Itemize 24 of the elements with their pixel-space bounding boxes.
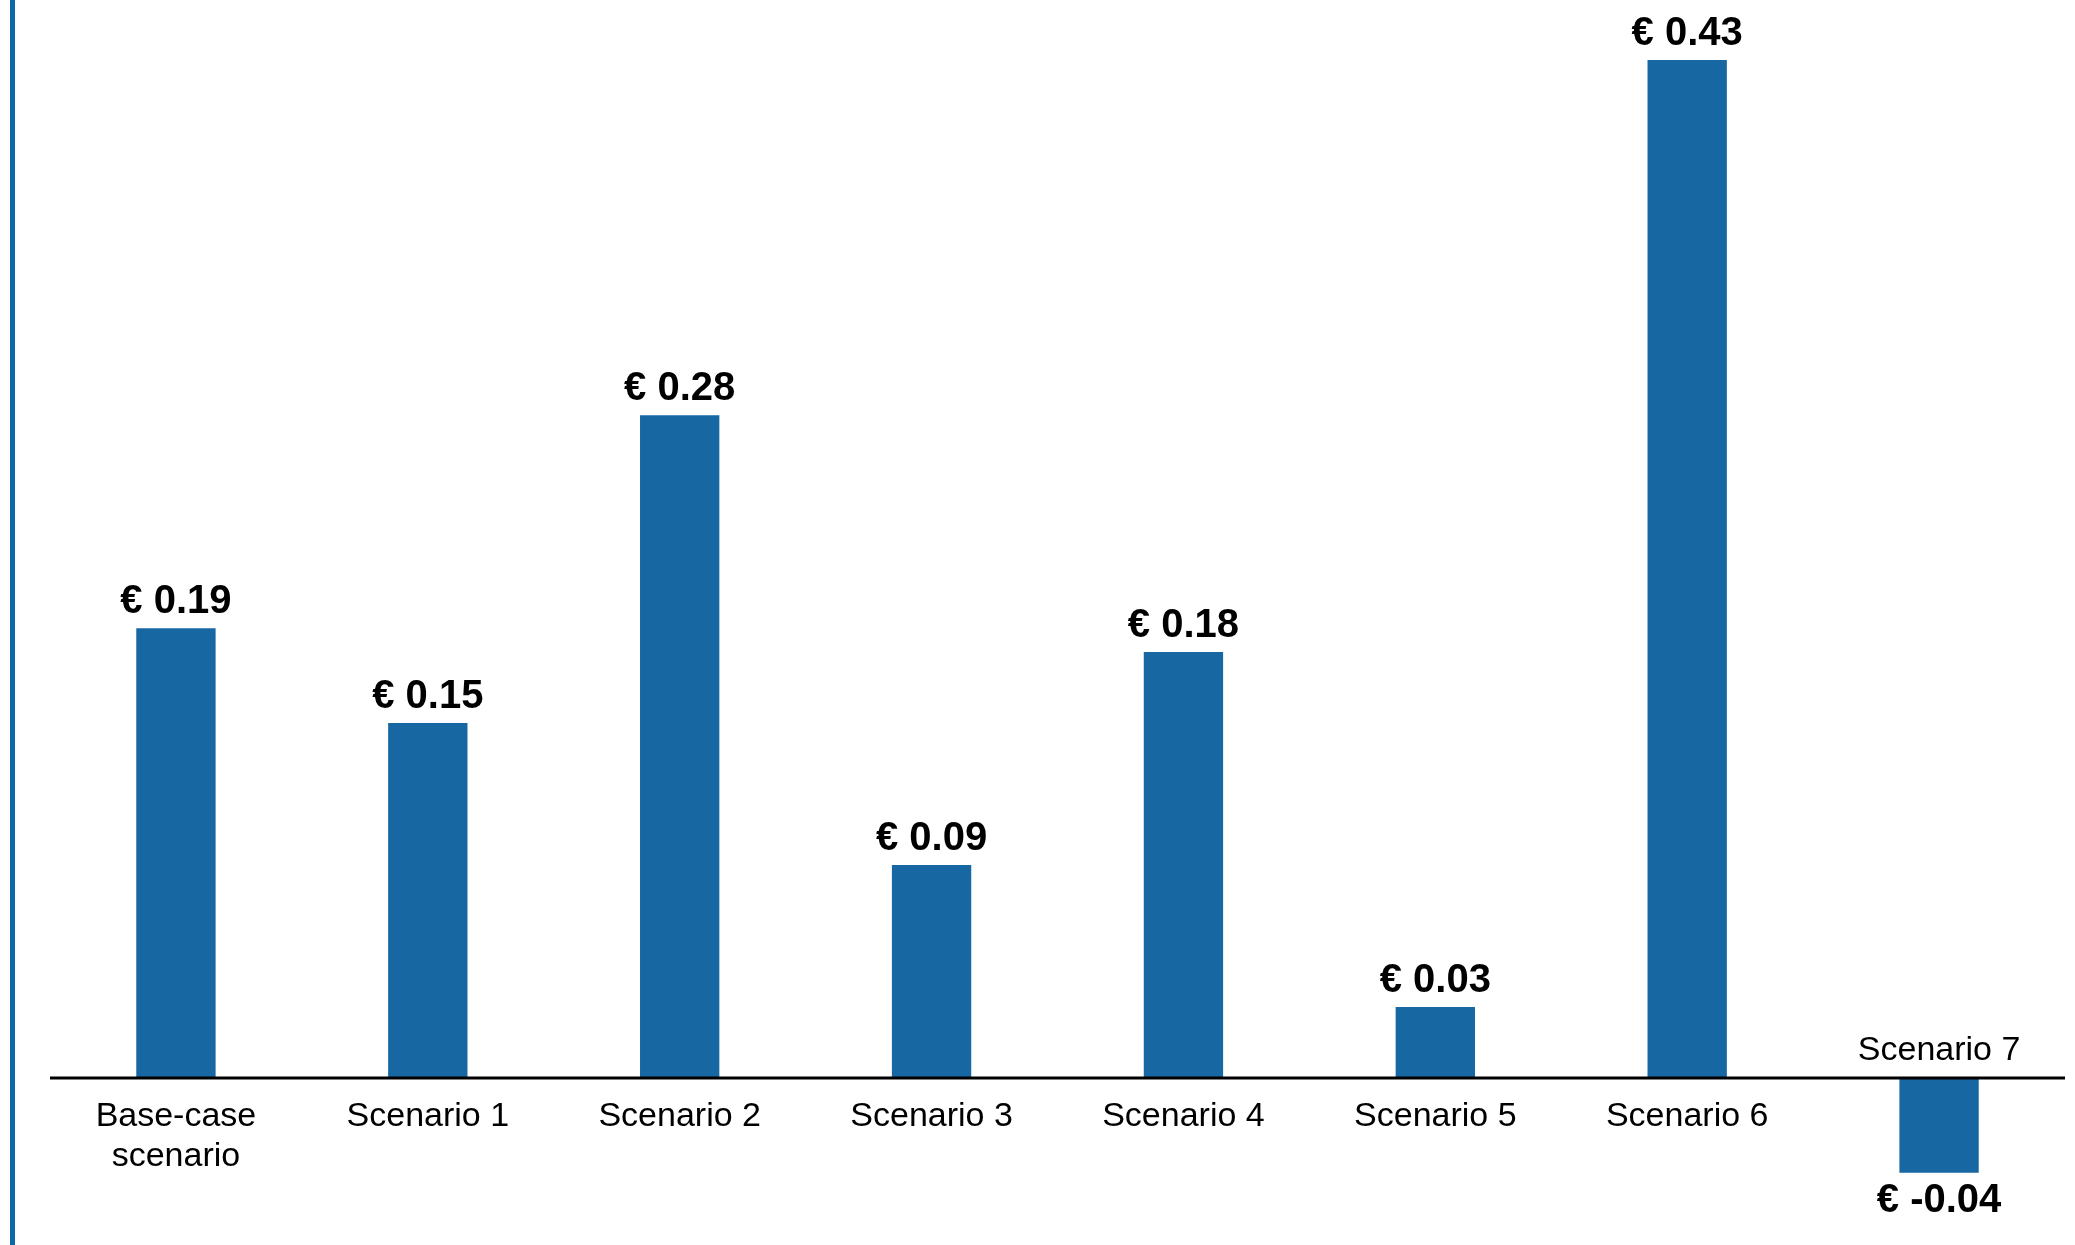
bar (1647, 60, 1727, 1079)
data-label: € 0.03 (1379, 956, 1491, 1001)
data-label: € 0.09 (875, 814, 988, 858)
x-tick-label: Base-case scenario (95, 1095, 257, 1174)
bar (891, 864, 972, 1079)
x-tick-label: Scenario 5 (1354, 1095, 1517, 1134)
x-tick-label: Scenario 3 (850, 1095, 1013, 1134)
bar (1143, 651, 1224, 1079)
data-label: € 0.18 (1127, 600, 1240, 645)
x-tick-label: Scenario 1 (346, 1095, 510, 1134)
x-tick-label: Scenario 6 (1605, 1095, 1769, 1134)
x-tick-label: Scenario 7 (1857, 1029, 2021, 1068)
bar (136, 628, 216, 1079)
bar (640, 415, 720, 1079)
data-label: € 0.19 (120, 577, 232, 622)
data-label: € 0.28 (624, 364, 736, 409)
x-tick-label: Scenario 2 (598, 1095, 761, 1134)
x-tick-label: Scenario 4 (1102, 1095, 1265, 1134)
data-label: € 0.43 (1631, 9, 1743, 54)
bar (1899, 1078, 1979, 1173)
bar (1395, 1007, 1475, 1079)
data-label: € -0.04 (1876, 1175, 2003, 1220)
bar (388, 722, 468, 1079)
data-label: € 0.15 (372, 671, 484, 716)
